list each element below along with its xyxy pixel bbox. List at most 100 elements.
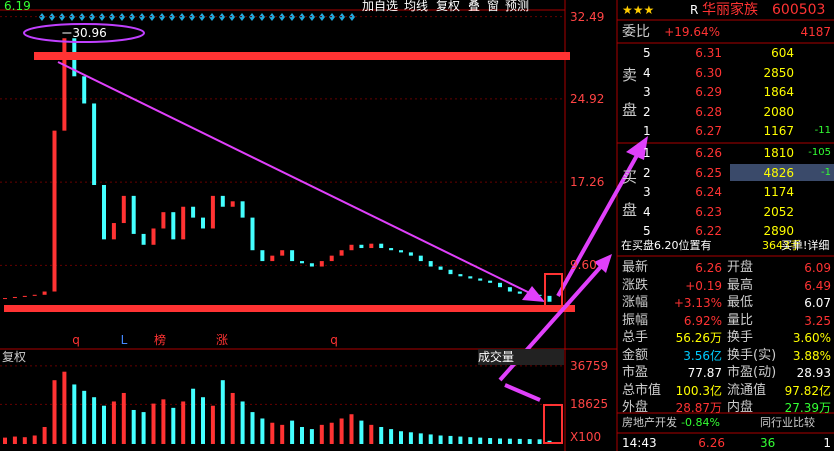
- volume: 2890: [763, 224, 794, 238]
- volume-bar: [418, 433, 423, 444]
- event-marker: q: [72, 333, 80, 347]
- value: 4187: [800, 25, 831, 39]
- volume-bar: [250, 412, 255, 444]
- volume-bar: [201, 397, 205, 444]
- volume-bar: [319, 424, 324, 444]
- stat-label: 最低: [727, 295, 754, 310]
- notice[interactable]: 买单!详细: [781, 239, 830, 252]
- candle: [3, 298, 7, 300]
- arrowhead: [522, 286, 545, 302]
- volume-bar: [527, 439, 532, 444]
- candle: [141, 233, 146, 245]
- stat-value: 6.49: [804, 278, 831, 293]
- stat-value: 3.88%: [792, 348, 831, 363]
- side-label: 盘: [622, 201, 638, 219]
- event-marker: 涨: [215, 333, 228, 347]
- candle: [290, 250, 295, 262]
- price: 6.25: [695, 165, 722, 180]
- candle: [517, 291, 522, 294]
- level: 3: [643, 85, 651, 99]
- volume-label: 复权: [2, 350, 27, 364]
- change: -105: [808, 147, 831, 158]
- stat-label: 换手: [727, 330, 754, 345]
- candle: [32, 294, 37, 296]
- candle: [12, 296, 17, 299]
- volume-bar: [517, 438, 522, 444]
- volume-bar: [121, 392, 126, 444]
- annotation-box: [544, 273, 563, 307]
- candle: [458, 274, 463, 277]
- toolbar-button[interactable]: 预测: [505, 0, 530, 13]
- stat-label: 涨跌: [622, 277, 649, 293]
- candle: [438, 266, 443, 270]
- volume-selector[interactable]: 成交量: [478, 349, 564, 365]
- candle: [151, 228, 156, 245]
- y-tick-label: 18625: [570, 397, 609, 412]
- stat-value: 27.39万: [784, 401, 831, 415]
- toolbar-button[interactable]: 均线: [404, 0, 429, 13]
- volume-bar: [161, 399, 166, 444]
- volume-bar: [191, 388, 196, 444]
- volume-bar: [72, 384, 77, 444]
- volume-bar: [171, 407, 176, 444]
- stock-code: 600503: [772, 2, 826, 18]
- flag: R: [690, 3, 699, 17]
- volume-bar: [32, 435, 37, 444]
- candle: [369, 243, 374, 249]
- candle: [349, 244, 354, 251]
- volume-bar: [230, 392, 235, 444]
- volume-bar: [12, 436, 17, 444]
- candle: [171, 212, 176, 240]
- candle: [379, 243, 384, 249]
- candle: [250, 217, 255, 251]
- candle: [309, 263, 314, 267]
- plot: [0, 13, 565, 444]
- event-marker: L: [120, 333, 128, 347]
- volume-bar: [111, 401, 116, 444]
- notice: 3643手: [762, 239, 801, 252]
- volume-bar: [52, 380, 57, 444]
- level: 4: [643, 65, 651, 80]
- stat-label: 内盘: [727, 400, 754, 415]
- candle: [22, 295, 27, 297]
- stat-label: 流通值: [727, 382, 767, 398]
- stat-label: 最高: [727, 277, 754, 293]
- level: 5: [643, 46, 651, 60]
- price: 6.24: [695, 185, 722, 199]
- volume-bar: [408, 432, 413, 444]
- annotation-arrow: [57, 61, 541, 299]
- candle: [220, 195, 225, 207]
- annotation-arrow: [556, 149, 642, 297]
- volume: 1174: [763, 185, 794, 199]
- high-label: 30.96: [72, 26, 107, 40]
- stat-label: 换手(实): [727, 347, 777, 363]
- toolbar-button[interactable]: 加自选: [362, 0, 399, 13]
- candle: [488, 280, 493, 283]
- volume-bar: [240, 401, 245, 444]
- volume-bar: [458, 436, 463, 444]
- level: 4: [643, 204, 651, 219]
- toolbar-button[interactable]: 窗: [487, 0, 500, 13]
- industry-compare[interactable]: 同行业比较: [760, 416, 815, 429]
- level: 1: [643, 124, 651, 138]
- arrowhead: [594, 254, 612, 273]
- volume-bar: [62, 371, 67, 444]
- price: 6.26: [695, 146, 722, 160]
- change: -11: [814, 125, 831, 136]
- volume-bar: [448, 435, 453, 444]
- tick-count: 1: [823, 436, 831, 450]
- volume-bar: [151, 403, 156, 444]
- volume-bar: [507, 438, 512, 444]
- candle: [181, 206, 186, 240]
- volume-bar: [349, 414, 354, 444]
- side-label: 买: [622, 168, 638, 186]
- candle: [82, 76, 87, 104]
- y-tick-label: 36759: [570, 358, 609, 373]
- toolbar-button[interactable]: 复权: [436, 0, 461, 13]
- industry-change: -0.84%: [681, 416, 720, 429]
- toolbar-button[interactable]: 叠: [468, 0, 481, 13]
- volume-bar: [399, 431, 403, 444]
- candle: [92, 103, 97, 185]
- volume: 4826: [763, 165, 794, 180]
